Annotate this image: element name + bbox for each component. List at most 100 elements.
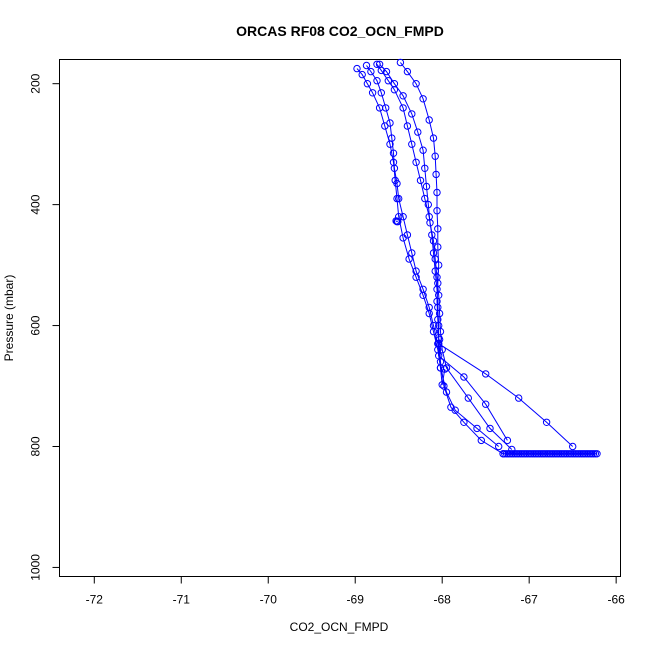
- data-point: [593, 450, 601, 458]
- data-point: [435, 291, 443, 299]
- x-tick-label: -68: [434, 593, 452, 607]
- data-point: [425, 303, 433, 312]
- series-line: [439, 339, 446, 385]
- data-point: [390, 80, 399, 88]
- series-line: [379, 63, 513, 450]
- data-point: [362, 61, 371, 70]
- series-line: [376, 64, 574, 447]
- data-point: [482, 400, 490, 408]
- series-7: [392, 217, 402, 226]
- data-point: [408, 140, 416, 148]
- data-point: [464, 394, 472, 402]
- data-point: [486, 424, 494, 433]
- data-point: [382, 104, 390, 112]
- data-point: [441, 365, 449, 373]
- data-point: [569, 442, 577, 451]
- y-axis: 200 400 600 800 1000: [29, 73, 60, 581]
- data-point: [542, 418, 551, 426]
- data-point: [363, 80, 372, 88]
- x-tick-label: -71: [173, 593, 191, 607]
- data-point: [412, 267, 420, 275]
- data-point: [388, 134, 396, 142]
- data-point: [503, 436, 512, 445]
- data-point: [429, 321, 438, 330]
- data-point: [434, 243, 442, 251]
- data-point: [419, 285, 427, 293]
- data-point: [433, 188, 441, 197]
- data-point: [473, 424, 481, 433]
- data-point: [399, 92, 407, 100]
- data-point: [384, 77, 392, 85]
- data-point: [393, 179, 401, 188]
- data-point: [424, 200, 432, 209]
- data-point: [367, 67, 375, 76]
- data-point: [414, 128, 422, 136]
- data-point: [412, 158, 420, 167]
- y-axis-label: Pressure (mbar): [2, 275, 16, 362]
- data-point: [460, 373, 468, 381]
- y-tick-label: 400: [29, 194, 43, 214]
- x-tick-label: -70: [260, 593, 278, 607]
- data-point: [438, 381, 446, 389]
- data-point: [375, 60, 384, 69]
- data-point: [403, 122, 412, 130]
- x-axis-label: CO2_OCN_FMPD: [290, 620, 389, 634]
- data-point: [431, 255, 439, 263]
- series-6: [499, 450, 601, 458]
- data-point: [403, 67, 412, 76]
- data-point: [440, 382, 448, 390]
- data-point: [373, 77, 381, 85]
- data-point: [408, 110, 416, 118]
- data-point: [431, 152, 439, 160]
- data-point: [422, 182, 431, 191]
- data-point: [460, 418, 468, 426]
- data-point: [421, 164, 429, 173]
- data-point: [358, 70, 366, 79]
- series-8: [435, 335, 449, 389]
- data-point: [436, 327, 445, 336]
- plot-area: [353, 58, 601, 458]
- data-point: [438, 346, 446, 354]
- y-tick-label: 600: [29, 315, 43, 335]
- data-point: [412, 80, 420, 88]
- series-line: [400, 62, 508, 441]
- data-point: [389, 149, 398, 157]
- data-point: [447, 403, 455, 411]
- data-point: [433, 207, 441, 215]
- data-point: [386, 119, 394, 127]
- data-point: [403, 231, 412, 239]
- data-point: [382, 67, 391, 76]
- x-tick-label: -66: [607, 593, 625, 607]
- x-axis: -72 -71 -70 -69 -68 -67 -66: [86, 576, 625, 607]
- data-point: [429, 134, 438, 142]
- x-tick-label: -69: [347, 593, 365, 607]
- series-line: [356, 68, 500, 447]
- data-point: [433, 273, 441, 281]
- data-point: [399, 213, 407, 221]
- data-point: [436, 364, 445, 372]
- data-point: [435, 309, 444, 318]
- data-point: [515, 394, 523, 402]
- series-5: [375, 60, 516, 454]
- plot-frame: [59, 59, 621, 577]
- series-line: [366, 65, 504, 455]
- data-point: [425, 116, 433, 124]
- x-tick-label: -67: [521, 593, 539, 607]
- data-point: [432, 170, 440, 179]
- data-point: [434, 340, 442, 348]
- data-point: [495, 442, 503, 451]
- data-point: [408, 249, 416, 257]
- x-tick-label: -72: [86, 593, 104, 607]
- data-point: [405, 255, 413, 263]
- data-point: [482, 370, 490, 378]
- data-point: [434, 225, 442, 233]
- data-point: [426, 219, 434, 227]
- data-point: [399, 104, 407, 112]
- y-tick-label: 200: [29, 73, 43, 93]
- y-tick-label: 1000: [29, 554, 43, 581]
- data-point: [419, 95, 427, 103]
- data-point: [429, 237, 438, 245]
- data-point: [477, 436, 485, 445]
- y-tick-label: 800: [29, 436, 43, 456]
